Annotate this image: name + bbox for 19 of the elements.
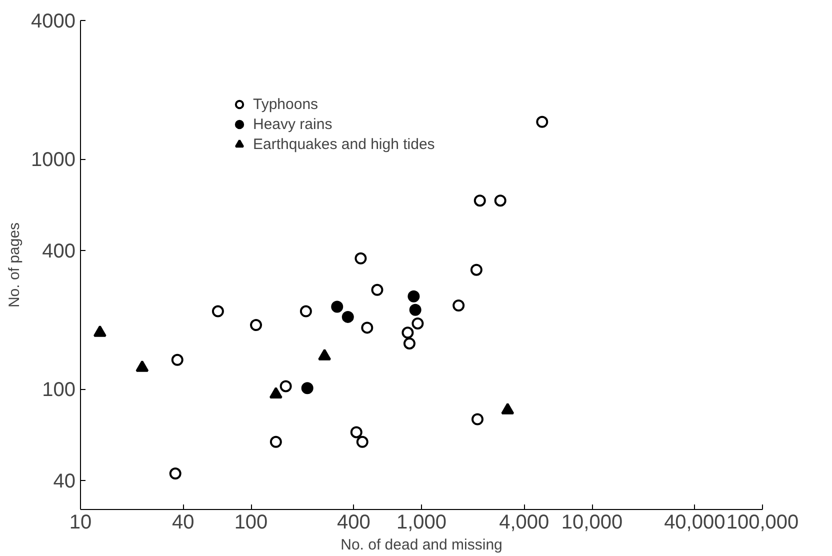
y-tick-label: 100 (42, 379, 76, 402)
legend-label: Heavy rains (253, 115, 332, 133)
x-tick-label: 40 (172, 512, 194, 534)
x-tick-label: 10,000 (561, 512, 623, 534)
x-tick-label: 400 (336, 512, 370, 534)
y-axis-title: No. of pages (6, 222, 24, 308)
y-tick-label: 4000 (31, 10, 76, 32)
x-axis-title: No. of dead and missing (340, 536, 502, 554)
y-tick-label: 1000 (31, 149, 76, 172)
x-tick-label: 1,000 (396, 512, 447, 534)
x-tick-label: 40,000 (664, 512, 726, 534)
legend-label: Earthquakes and high tides (253, 135, 435, 153)
legend-label: Typhoons (253, 95, 318, 113)
y-tick-label: 400 (42, 240, 76, 263)
x-tick-label: 100,000 (726, 512, 799, 534)
x-tick-label: 10 (69, 512, 92, 534)
y-tick-label: 40 (53, 470, 76, 493)
x-tick-label: 100 (234, 512, 268, 534)
x-tick-label: 4,000 (499, 512, 550, 534)
